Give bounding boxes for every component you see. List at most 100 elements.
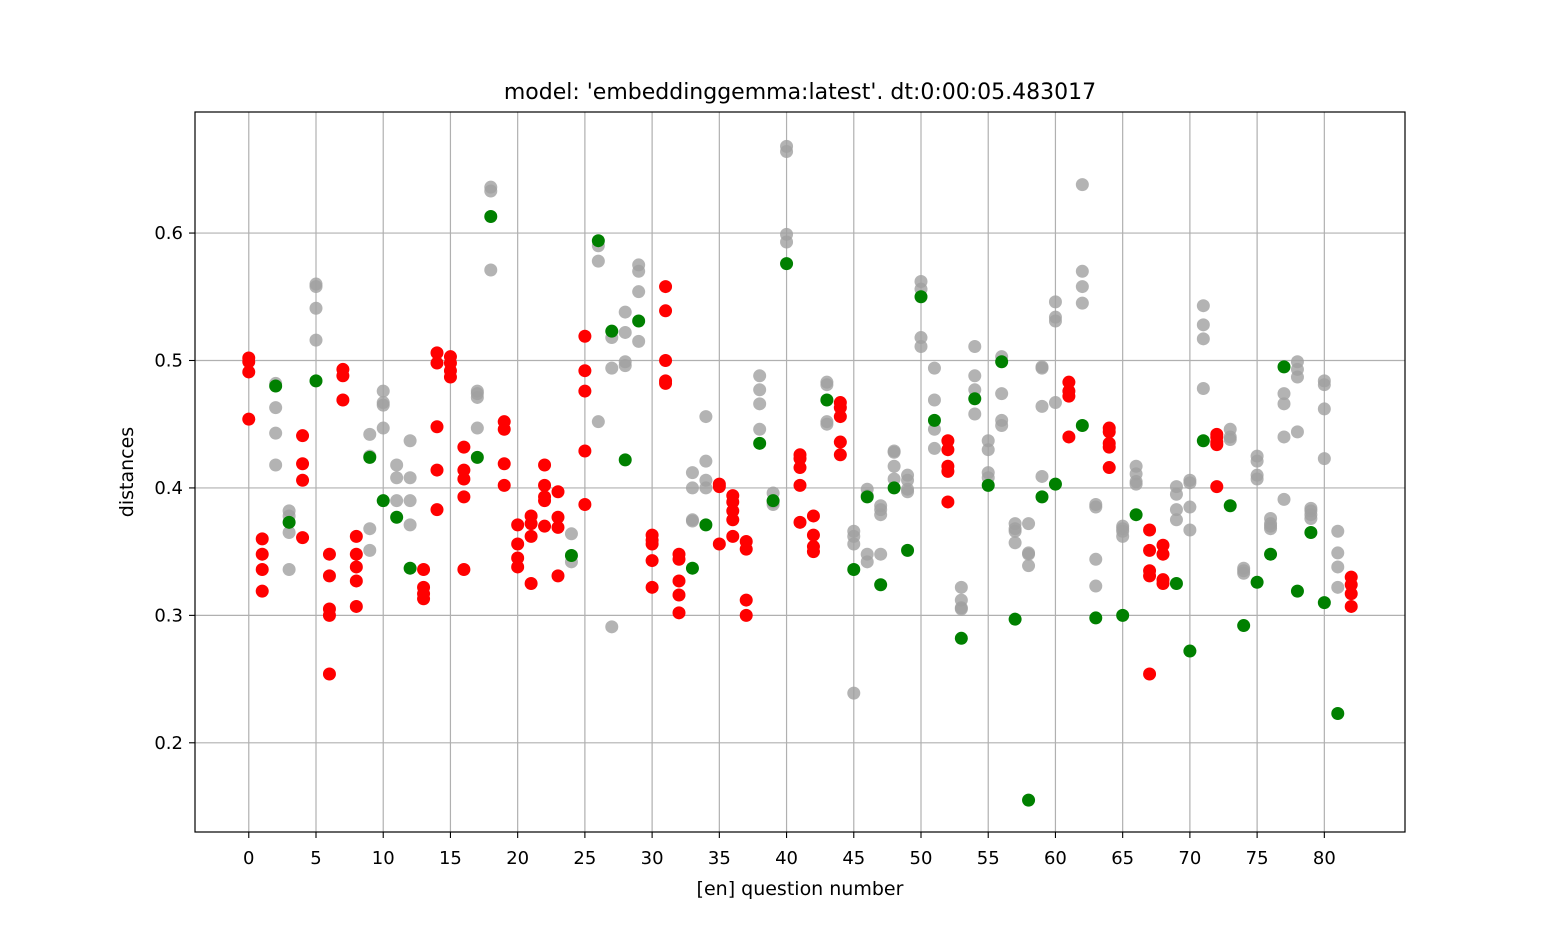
data-point	[874, 578, 888, 592]
data-point	[981, 478, 995, 492]
axis-ticks: 0 5 10 15 20 25 30 35 40 45 50 55 60 65 70 75 80 0.2 0.3 0.…	[154, 223, 1335, 869]
data-point	[1250, 454, 1264, 468]
data-point	[336, 393, 350, 407]
data-point	[1156, 577, 1170, 591]
data-point	[497, 422, 511, 436]
data-point	[511, 551, 525, 565]
data-point	[591, 234, 605, 248]
y-axis-label: distances	[116, 427, 138, 517]
data-point	[511, 560, 525, 574]
data-point	[1143, 543, 1157, 557]
data-point	[820, 393, 834, 407]
data-point	[753, 369, 767, 383]
series-0	[269, 139, 1345, 700]
data-point	[860, 555, 874, 569]
data-point	[712, 480, 726, 494]
data-point	[1196, 382, 1210, 396]
data-point	[833, 401, 847, 415]
x-tick-label: 45	[842, 848, 865, 869]
data-point	[309, 280, 323, 294]
data-point	[1344, 587, 1358, 601]
data-point	[954, 580, 968, 594]
data-point	[780, 235, 794, 249]
data-point	[578, 497, 592, 511]
data-point	[1022, 547, 1036, 561]
x-tick-label: 65	[1111, 848, 1134, 869]
data-point	[551, 520, 565, 534]
data-point	[322, 569, 336, 583]
data-point	[1344, 578, 1358, 592]
data-point	[726, 495, 740, 509]
data-point	[874, 508, 888, 522]
data-point	[417, 562, 431, 576]
data-point	[806, 528, 820, 542]
data-point	[968, 392, 982, 406]
data-point	[927, 361, 941, 375]
data-point	[538, 458, 552, 472]
data-point	[699, 481, 713, 495]
data-point	[457, 562, 471, 576]
data-point	[995, 387, 1009, 401]
grid	[195, 112, 1405, 832]
data-point	[927, 422, 941, 436]
data-point	[941, 443, 955, 457]
data-point	[390, 494, 404, 508]
data-point	[820, 378, 834, 392]
data-point	[242, 365, 256, 379]
data-point	[1156, 547, 1170, 561]
data-point	[1022, 517, 1036, 531]
data-point	[363, 450, 377, 464]
data-point	[269, 426, 283, 440]
x-tick-label: 50	[910, 848, 933, 869]
data-point	[551, 485, 565, 499]
data-point	[1277, 397, 1291, 411]
data-point	[1089, 500, 1103, 514]
x-tick-label: 35	[708, 848, 731, 869]
data-point	[981, 443, 995, 457]
data-point	[847, 562, 861, 576]
data-point	[995, 418, 1009, 432]
data-point	[941, 495, 955, 509]
x-tick-label: 75	[1246, 848, 1269, 869]
data-point	[1035, 490, 1049, 504]
data-point	[1277, 360, 1291, 374]
x-tick-label: 40	[775, 848, 798, 869]
x-tick-label: 15	[439, 848, 462, 869]
data-point	[1223, 499, 1237, 513]
data-point	[753, 422, 767, 436]
data-point	[806, 545, 820, 559]
data-point	[793, 461, 807, 475]
data-point	[497, 457, 511, 471]
y-tick-label: 0.2	[154, 733, 183, 754]
data-point	[1089, 611, 1103, 625]
data-point	[739, 542, 753, 556]
chart-title: model: 'embeddinggemma:latest'. dt:0:00:…	[504, 80, 1096, 105]
data-point	[1331, 524, 1345, 538]
data-point	[551, 569, 565, 583]
data-point	[470, 390, 484, 404]
data-points	[242, 139, 1358, 807]
data-point	[349, 560, 363, 574]
data-point	[1196, 318, 1210, 332]
x-axis-label: [en] question number	[697, 878, 904, 900]
x-tick-label: 10	[372, 848, 395, 869]
data-point	[753, 436, 767, 450]
data-point	[1156, 538, 1170, 552]
data-point	[1237, 619, 1251, 633]
data-point	[1290, 370, 1304, 384]
data-point	[1048, 295, 1062, 309]
data-point	[376, 384, 390, 398]
data-point	[659, 280, 673, 294]
data-point	[1331, 560, 1345, 574]
series-1	[242, 280, 1358, 681]
data-point	[726, 529, 740, 543]
data-point	[618, 325, 632, 339]
data-point	[753, 397, 767, 411]
data-point	[1169, 577, 1183, 591]
data-point	[659, 353, 673, 367]
data-point	[659, 304, 673, 318]
data-point	[282, 526, 296, 540]
data-point	[1223, 433, 1237, 447]
data-point	[1022, 559, 1036, 573]
